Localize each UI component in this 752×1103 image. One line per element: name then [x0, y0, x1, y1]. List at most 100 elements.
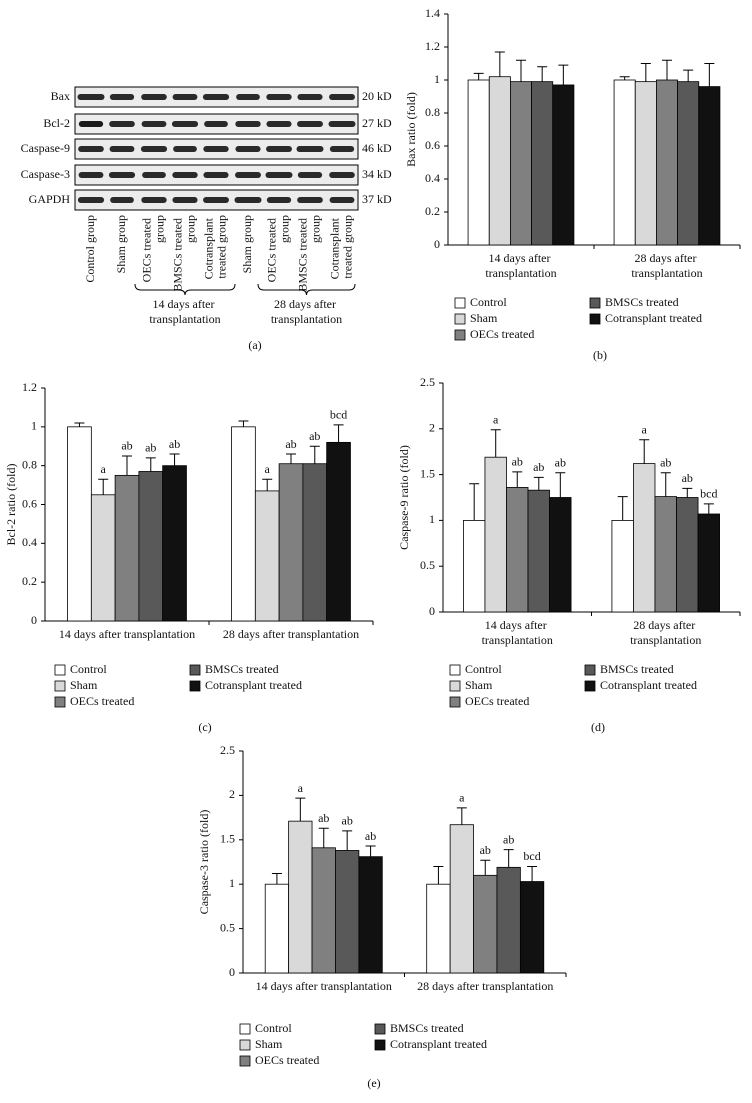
band	[266, 94, 292, 100]
error-bar	[533, 476, 544, 491]
legend-swatch	[189, 664, 201, 676]
lane-label: BMSCs treated group	[170, 215, 197, 292]
legend-label: Cotransplant treated	[600, 678, 697, 692]
y-axis-label: Caspase-9 ratio (fold)	[397, 445, 411, 550]
bar	[484, 456, 507, 613]
size-label: 27 kD	[362, 116, 392, 130]
significance-label: ab	[533, 460, 544, 474]
band	[236, 94, 260, 100]
row-label: Bcl-2	[43, 116, 70, 130]
band	[296, 146, 324, 152]
significance-label: ab	[512, 455, 523, 469]
band	[172, 172, 198, 178]
error-bar	[619, 76, 630, 80]
legend-label: OECs treated	[465, 694, 529, 708]
group-bracket	[134, 283, 236, 296]
legend-label: Cotransplant treated	[390, 1037, 487, 1051]
bar	[656, 79, 678, 246]
y-tick-label: 2	[229, 787, 235, 801]
lane-label: Cotransplant treated group	[201, 215, 228, 279]
legend-swatch	[239, 1023, 251, 1035]
legend-label: Sham	[255, 1037, 283, 1051]
significance-label: ab	[121, 439, 132, 453]
x-tick-label: 28 days after transplantation	[631, 251, 702, 280]
y-tick-label: 1.2	[22, 380, 37, 394]
band	[78, 121, 104, 127]
x-tick-label: 14 days after transplantation	[256, 979, 392, 993]
error-bar	[682, 487, 693, 498]
legend-swatch	[584, 664, 596, 676]
error-bar	[456, 807, 467, 825]
band	[140, 146, 168, 152]
legend-swatch	[54, 680, 66, 692]
legend-swatch	[584, 680, 596, 692]
error-bar	[318, 827, 329, 848]
significance-label: ab	[145, 441, 156, 455]
x-tick-label: 14 days after transplantation	[485, 251, 556, 280]
bar	[698, 86, 721, 246]
legend-swatch	[449, 664, 461, 676]
legend-swatch	[589, 313, 601, 325]
y-tick-label: 0	[31, 613, 37, 627]
y-tick-label: 0.4	[22, 535, 37, 549]
panel-label: (c)	[198, 720, 211, 734]
legend-label: Sham	[470, 311, 498, 325]
y-tick-label: 0.4	[425, 171, 440, 185]
row-label: Caspase-9	[21, 141, 70, 155]
band	[78, 172, 104, 178]
legend-label: BMSCs treated	[605, 295, 679, 309]
bar	[506, 487, 529, 613]
lane-label: OECs treated group	[139, 215, 166, 282]
y-tick-label: 2.5	[420, 375, 435, 389]
band	[203, 146, 229, 152]
panel-label: (e)	[367, 1076, 380, 1090]
legend-swatch	[239, 1055, 251, 1067]
lane-label: Control group	[83, 215, 97, 283]
legend-label: Sham	[70, 678, 98, 692]
band	[172, 197, 198, 203]
legend-label: Sham	[465, 678, 493, 692]
legend-label: OECs treated	[255, 1053, 319, 1067]
bar	[162, 465, 187, 622]
row-label: Bax	[51, 89, 70, 103]
significance-label: ab	[285, 437, 296, 451]
y-tick-label: 0	[429, 604, 435, 618]
panel-label: (d)	[591, 720, 605, 734]
significance-label: a	[101, 462, 107, 476]
y-tick-label: 1.4	[425, 6, 440, 20]
band	[202, 94, 230, 100]
significance-label: a	[459, 791, 465, 805]
bar	[611, 520, 634, 613]
band	[141, 121, 167, 127]
legend-swatch	[454, 313, 466, 325]
error-bar	[494, 51, 505, 77]
bar	[697, 513, 720, 613]
significance-label: ab	[318, 811, 329, 825]
y-tick-label: 2.5	[220, 743, 235, 757]
significance-label: a	[298, 781, 304, 795]
panel-label: (b)	[593, 348, 607, 362]
error-bar	[683, 69, 694, 82]
band	[203, 172, 229, 178]
error-bar	[480, 859, 491, 876]
significance-label: ab	[480, 843, 491, 857]
bar	[335, 850, 360, 974]
error-bar	[660, 472, 671, 497]
band	[297, 172, 323, 178]
error-bar	[286, 453, 296, 464]
legend-swatch	[449, 680, 461, 692]
lane-label: OECs treated group	[264, 215, 291, 282]
error-bar	[309, 445, 320, 464]
bar	[519, 881, 545, 974]
error-bar	[342, 830, 353, 851]
row-label: Caspase-3	[21, 167, 70, 181]
bar	[633, 463, 656, 613]
error-bar	[639, 439, 650, 464]
legend-swatch	[54, 696, 66, 708]
significance-label: a	[493, 412, 499, 426]
band	[329, 197, 355, 203]
x-tick-label: 14 days after transplantation	[482, 618, 553, 647]
y-tick-label: 0.2	[22, 574, 37, 588]
bar	[302, 463, 328, 622]
band	[109, 121, 135, 127]
